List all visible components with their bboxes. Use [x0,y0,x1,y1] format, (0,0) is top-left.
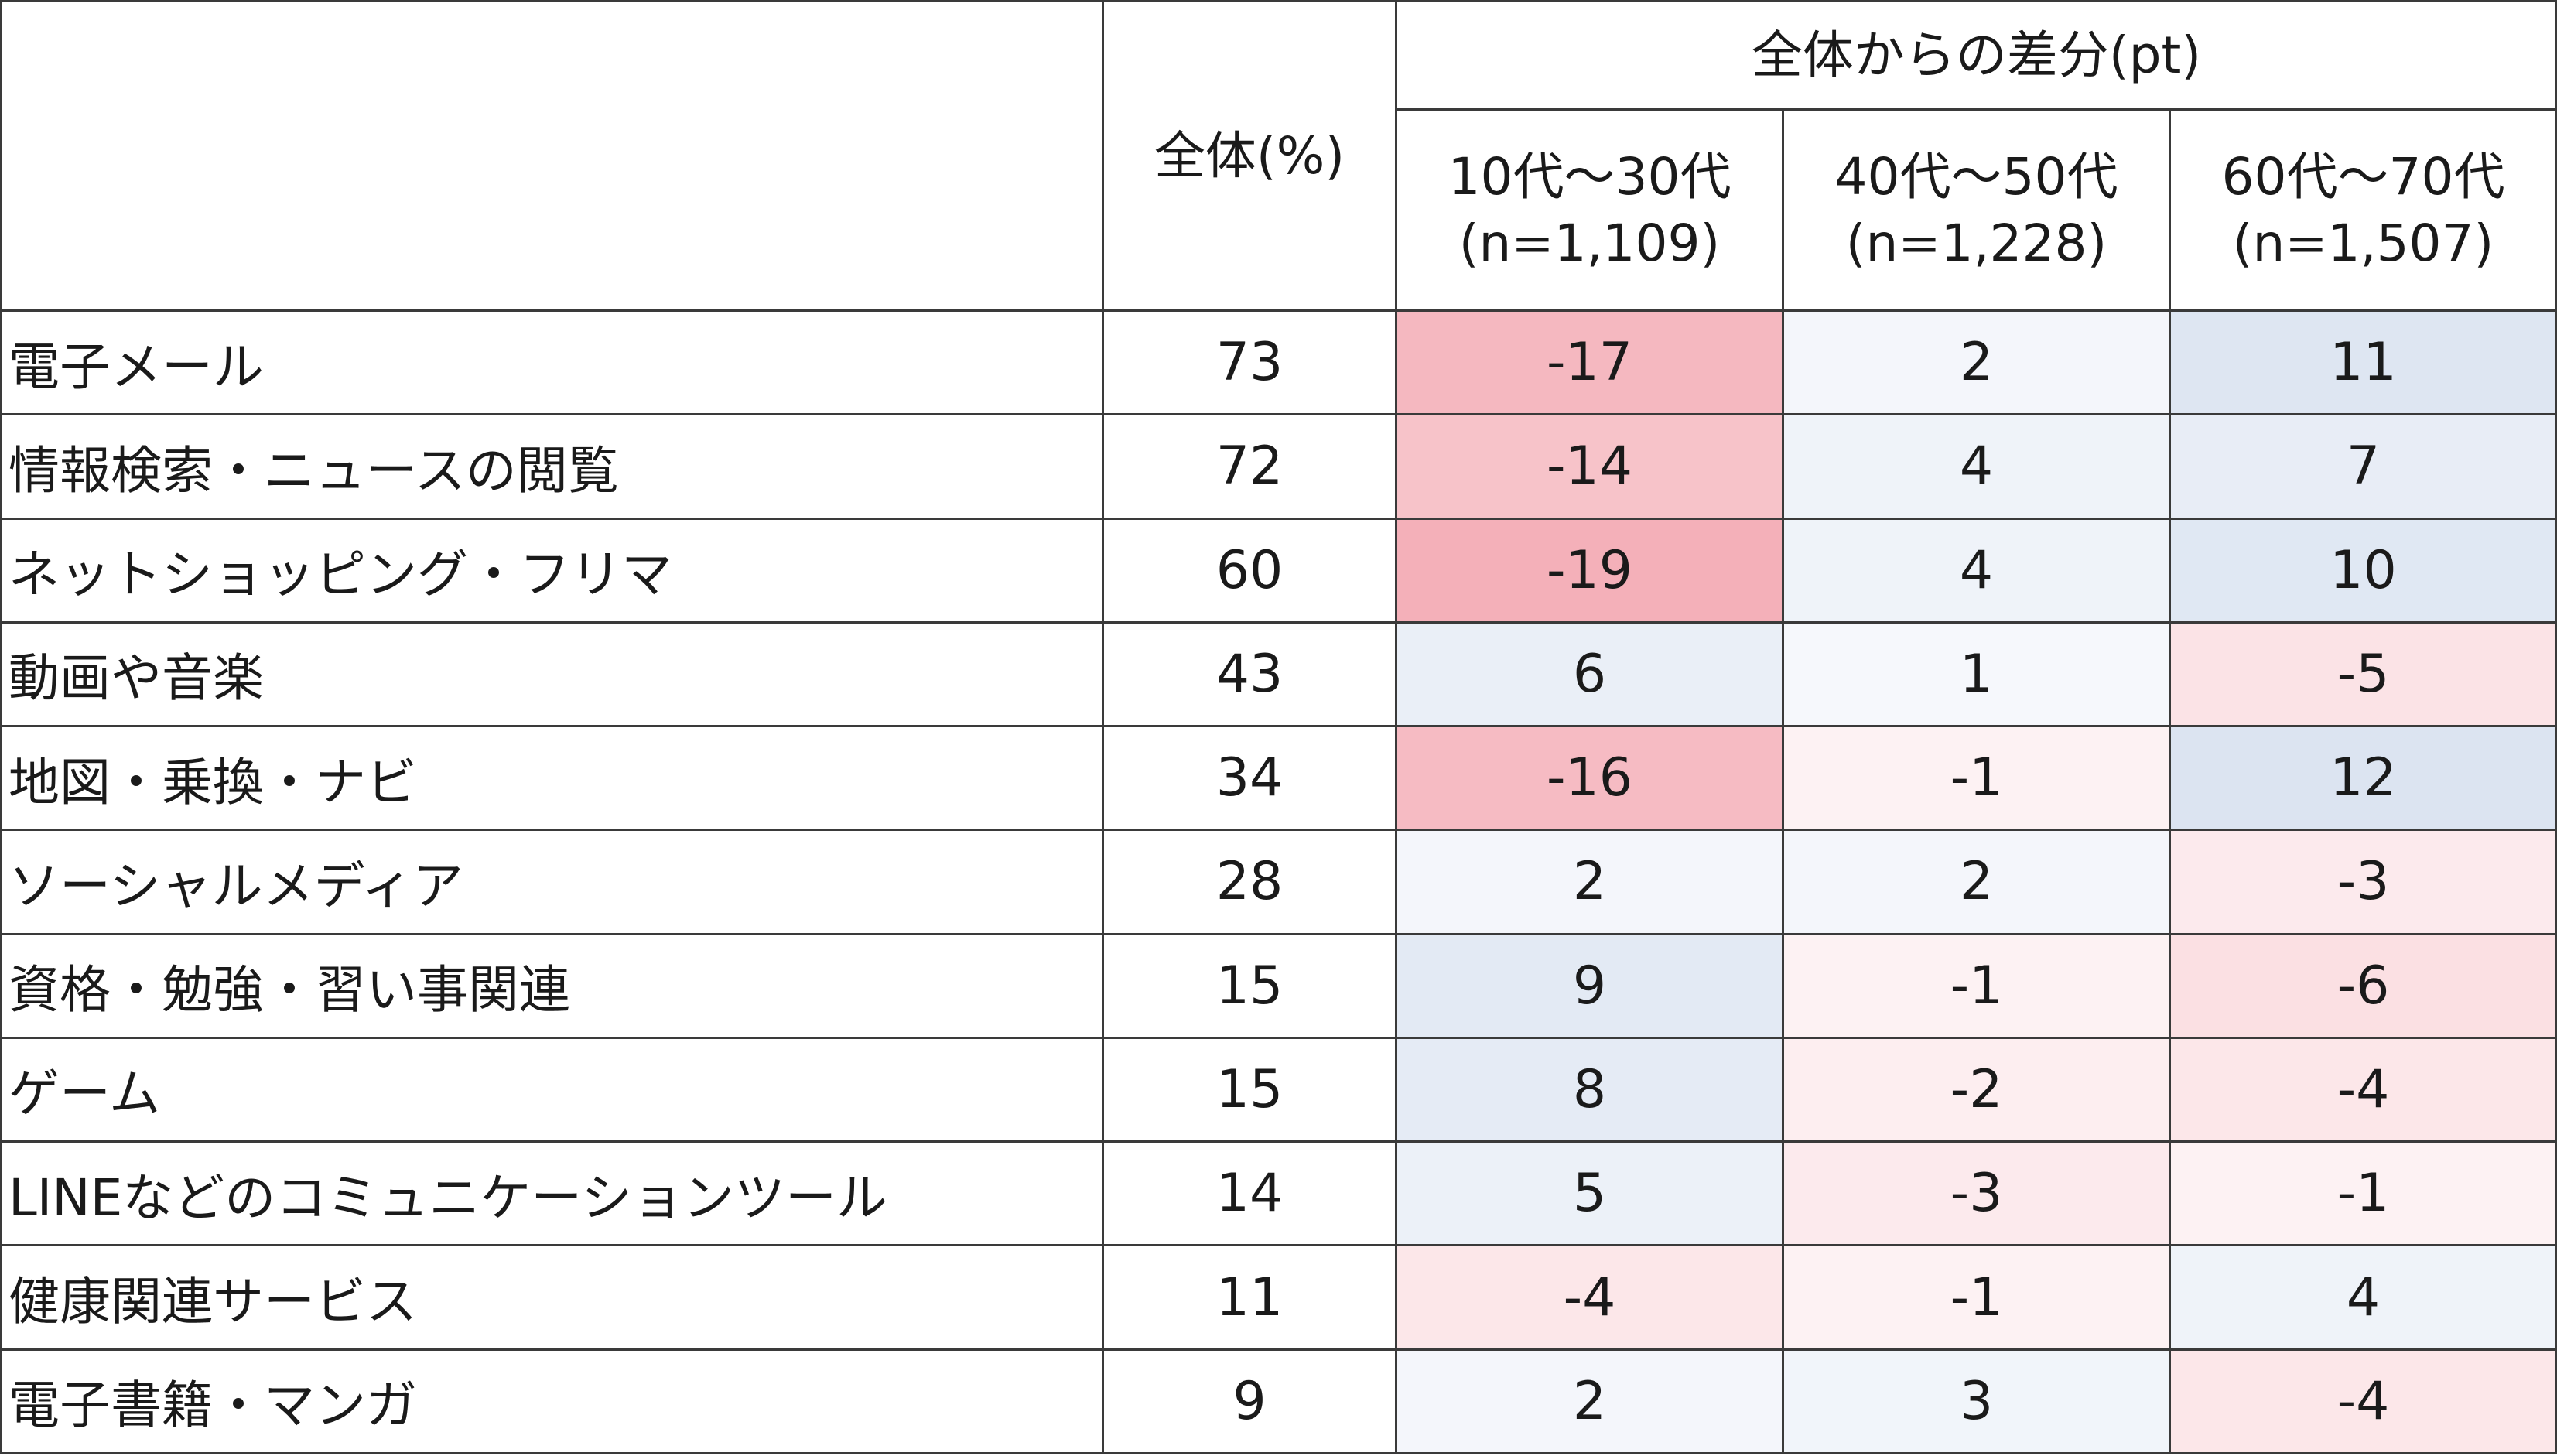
table-row: LINEなどのコミュニケーションツール 14 5 -3 -1 [0,1140,2557,1247]
diff-value-cell: 8 [1395,1036,1784,1143]
diff-value-cell: -14 [1395,413,1784,520]
overall-value-cell: 60 [1102,517,1397,624]
sample-size-label: (n=1,228) [1845,213,2107,273]
table-row: 電子書籍・マンガ 9 2 3 -4 [0,1348,2557,1455]
diff-value-cell: -4 [1395,1244,1784,1351]
overall-value-cell: 28 [1102,829,1397,935]
diff-value-cell: 2 [1395,829,1784,935]
row-label: 電子メール [0,309,1104,416]
overall-value-cell: 9 [1102,1348,1397,1455]
age-column-header: 10代～30代 (n=1,109) [1395,108,1784,312]
overall-value-cell: 15 [1102,1036,1397,1143]
diff-value-cell: 7 [2168,413,2557,520]
overall-header: 全体(%) [1102,0,1397,312]
table-row: 電子メール 73 -17 2 11 [0,309,2557,416]
overall-value-cell: 72 [1102,413,1397,520]
row-label: ゲーム [0,1036,1104,1143]
row-label: ソーシャルメディア [0,829,1104,935]
diff-value-cell: 2 [1782,829,2171,935]
overall-value-cell: 34 [1102,725,1397,832]
diff-value-cell: 3 [1782,1348,2171,1455]
diff-value-cell: 4 [2168,1244,2557,1351]
row-label: 資格・勉強・習い事関連 [0,932,1104,1039]
diff-value-cell: -2 [1782,1036,2171,1143]
diff-value-cell: -5 [2168,620,2557,728]
row-label: 健康関連サービス [0,1244,1104,1351]
overall-value-cell: 15 [1102,932,1397,1039]
overall-value-cell: 73 [1102,309,1397,416]
diff-value-cell: -3 [2168,829,2557,935]
table-row: ゲーム 15 8 -2 -4 [0,1036,2557,1143]
row-label: ネットショッピング・フリマ [0,517,1104,624]
age-label: 40代～50代 [1834,146,2118,207]
row-label: 電子書籍・マンガ [0,1348,1104,1455]
overall-value-cell: 11 [1102,1244,1397,1351]
diff-value-cell: -4 [2168,1036,2557,1143]
sample-size-label: (n=1,109) [1458,213,1721,273]
table-row: 地図・乗換・ナビ 34 -16 -1 12 [0,725,2557,832]
table-row: 情報検索・ニュースの閲覧 72 -14 4 7 [0,413,2557,520]
diff-value-cell: 5 [1395,1140,1784,1247]
diff-value-cell: -1 [1782,932,2171,1039]
age-label: 60代～70代 [2221,146,2505,207]
diff-value-cell: -19 [1395,517,1784,624]
table-row: ネットショッピング・フリマ 60 -19 4 10 [0,517,2557,624]
diff-value-cell: 9 [1395,932,1784,1039]
diff-value-cell: 10 [2168,517,2557,624]
diff-value-cell: -4 [2168,1348,2557,1455]
row-label: 地図・乗換・ナビ [0,725,1104,832]
age-column-header: 60代～70代 (n=1,507) [2168,108,2557,312]
diff-value-cell: -6 [2168,932,2557,1039]
diff-value-cell: 1 [1782,620,2171,728]
diff-value-cell: 2 [1782,309,2171,416]
row-label-header [0,0,1104,312]
age-column-header: 40代～50代 (n=1,228) [1782,108,2171,312]
diff-value-cell: 6 [1395,620,1784,728]
diff-value-cell: -1 [1782,725,2171,832]
age-label: 10代～30代 [1448,146,1731,207]
diff-value-cell: 2 [1395,1348,1784,1455]
diff-value-cell: -3 [1782,1140,2171,1247]
diff-group-header: 全体からの差分(pt) [1394,0,2557,111]
diff-value-cell: -17 [1395,309,1784,416]
diff-value-cell: -1 [2168,1140,2557,1247]
diff-value-cell: 12 [2168,725,2557,832]
diff-value-cell: 4 [1782,517,2171,624]
table-row: 健康関連サービス 11 -4 -1 4 [0,1244,2557,1351]
row-label: 情報検索・ニュースの閲覧 [0,413,1104,520]
diff-value-cell: -1 [1782,1244,2171,1351]
overall-value-cell: 14 [1102,1140,1397,1247]
table-body: 電子メール 73 -17 2 11 情報検索・ニュースの閲覧 72 -14 4 7 ネットショッピン… [0,309,2557,1455]
overall-value-cell: 43 [1102,620,1397,728]
table-row: 動画や音楽 43 6 1 -5 [0,620,2557,728]
row-label: LINEなどのコミュニケーションツール [0,1140,1104,1247]
diff-value-cell: 11 [2168,309,2557,416]
table-row: 資格・勉強・習い事関連 15 9 -1 -6 [0,932,2557,1039]
row-label: 動画や音楽 [0,620,1104,728]
sample-size-label: (n=1,507) [2232,213,2494,273]
diff-value-cell: -16 [1395,725,1784,832]
diff-value-cell: 4 [1782,413,2171,520]
table-row: ソーシャルメディア 28 2 2 -3 [0,829,2557,935]
